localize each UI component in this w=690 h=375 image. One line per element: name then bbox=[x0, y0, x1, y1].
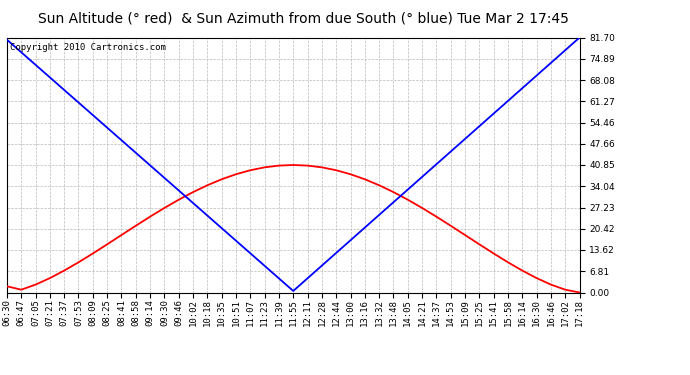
Text: Sun Altitude (° red)  & Sun Azimuth from due South (° blue) Tue Mar 2 17:45: Sun Altitude (° red) & Sun Azimuth from … bbox=[38, 11, 569, 25]
Text: Copyright 2010 Cartronics.com: Copyright 2010 Cartronics.com bbox=[10, 43, 166, 52]
